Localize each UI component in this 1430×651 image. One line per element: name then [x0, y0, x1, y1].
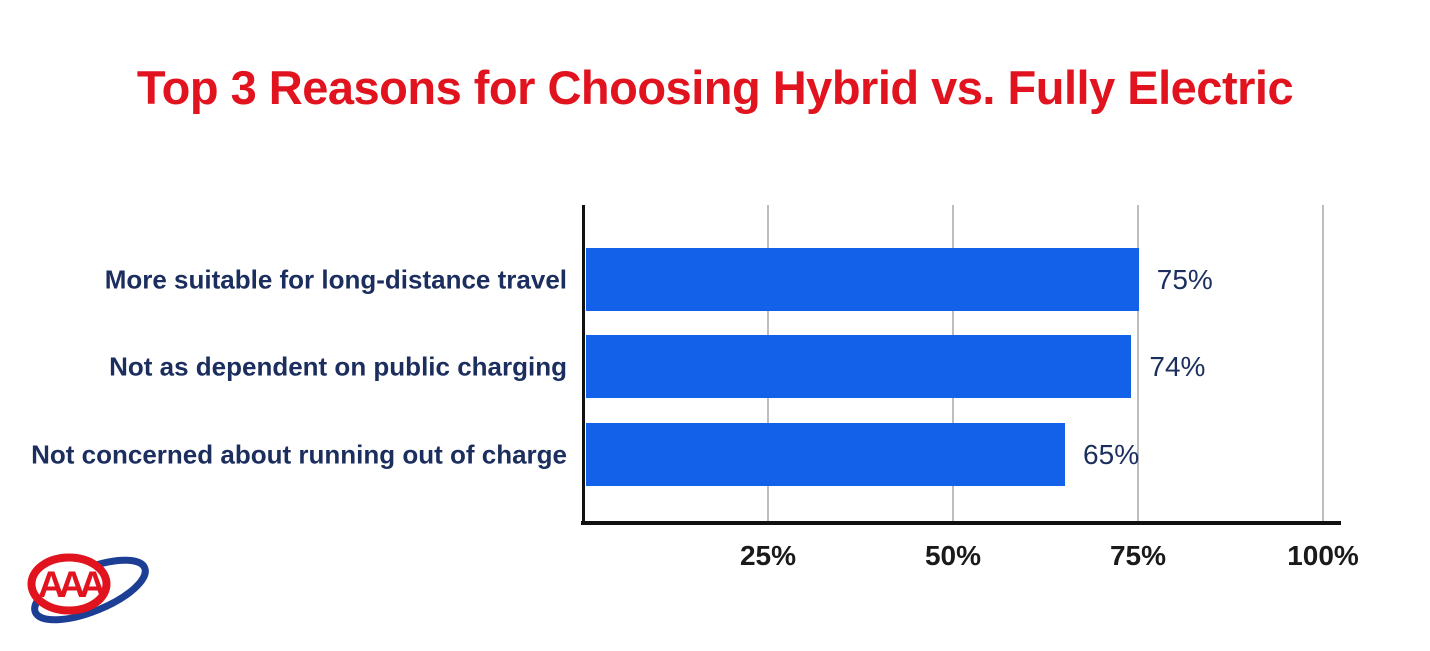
- bar-row: Not concerned about running out of charg…: [31, 423, 1323, 486]
- value-label: 74%: [1149, 350, 1206, 382]
- value-label: 65%: [1083, 438, 1140, 470]
- tick-label-100: 100%: [1287, 540, 1359, 571]
- tick-label-50: 50%: [924, 540, 982, 571]
- aaa-logo: AAA: [27, 553, 149, 624]
- plot-area: More suitable for long-distance travel 75…: [31, 205, 1341, 525]
- category-label: Not concerned about running out of charg…: [31, 439, 567, 469]
- gridline-75: [1137, 205, 1139, 521]
- y-axis-line: [582, 205, 585, 521]
- x-axis-line: [581, 521, 1341, 525]
- category-label: More suitable for long-distance travel: [104, 264, 567, 294]
- category-label: Not as dependent on public charging: [109, 351, 567, 381]
- bar: [586, 335, 1132, 398]
- logo-oval: [27, 553, 111, 615]
- bar: [586, 248, 1139, 311]
- value-label: 75%: [1156, 263, 1213, 295]
- tick-label-75: 75%: [1109, 540, 1167, 571]
- bar-row: Not as dependent on public charging 74%: [109, 335, 1323, 398]
- bar: [586, 423, 1066, 486]
- bar-row: More suitable for long-distance travel 75…: [105, 248, 1323, 311]
- x-tick-labels: 25% 50% 75% 100%: [583, 540, 1359, 576]
- gridline-100: [1322, 205, 1324, 521]
- tick-label-25: 25%: [739, 540, 797, 571]
- chart-title: Top 3 Reasons for Choosing Hybrid vs. Fu…: [136, 61, 1294, 114]
- logo-text: AAA: [38, 564, 105, 605]
